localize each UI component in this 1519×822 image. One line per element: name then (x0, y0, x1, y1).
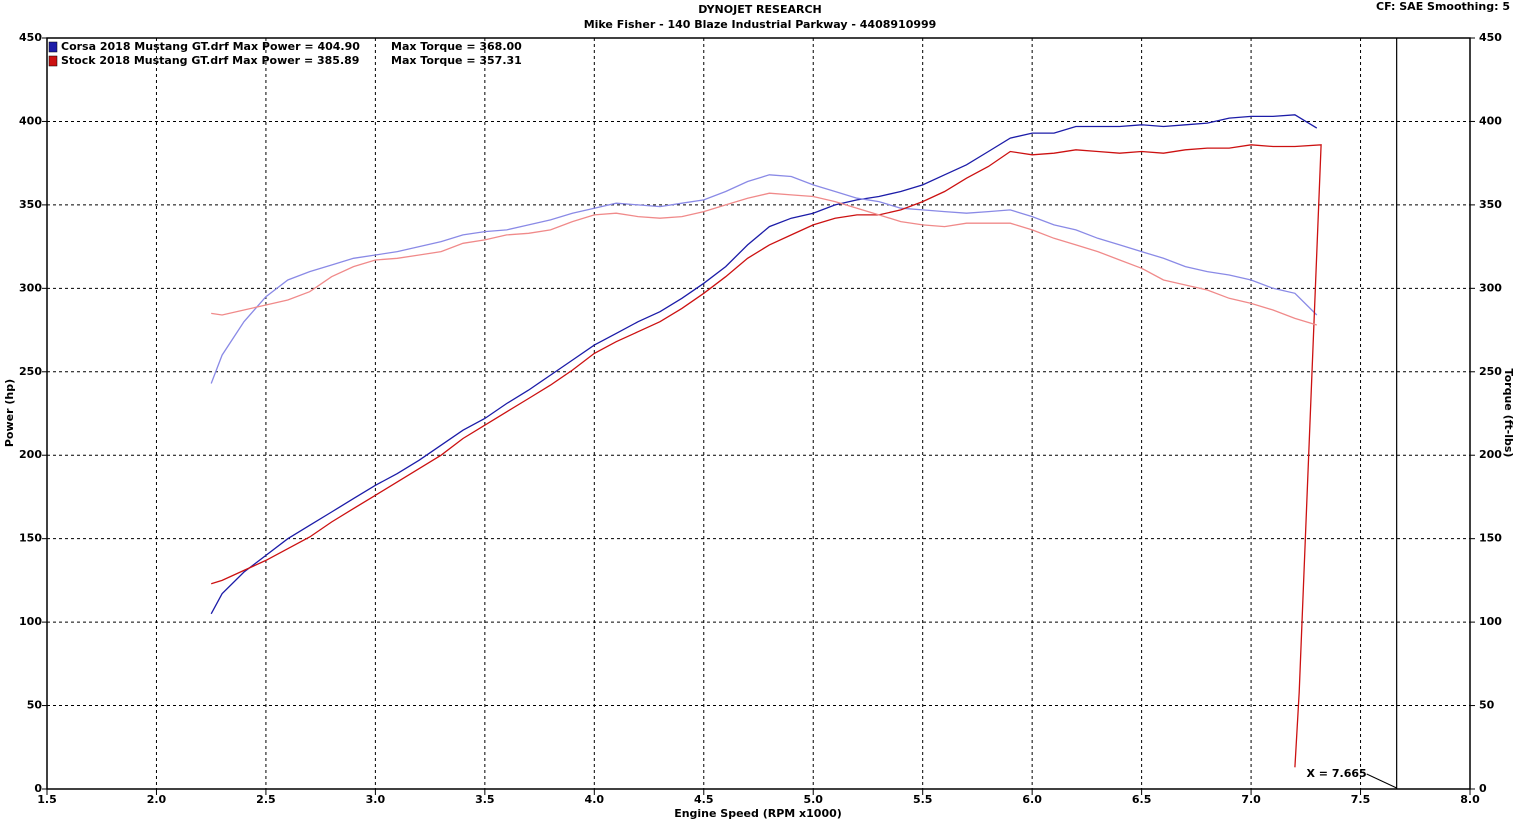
series-line (210, 174, 1318, 384)
x-tick-label: 6.0 (1022, 793, 1042, 806)
y-tick-label: 450 (19, 31, 42, 44)
y2-tick-label: 100 (1479, 615, 1502, 628)
y-axis-label: Power (hp) (3, 379, 16, 447)
y-tick-label: 50 (27, 699, 43, 712)
legend-label: Stock 2018 Mustang GT.drf Max Power = 38… (61, 54, 359, 67)
y-tick-label: 300 (19, 281, 42, 294)
x-tick-label: 3.0 (366, 793, 386, 806)
x-tick-label: 6.5 (1132, 793, 1152, 806)
x-tick-label: 7.0 (1241, 793, 1261, 806)
y2-tick-label: 250 (1479, 365, 1502, 378)
y-tick-label: 100 (19, 615, 42, 628)
y-tick-label: 200 (19, 448, 42, 461)
legend-label: Corsa 2018 Mustang GT.drf Max Power = 40… (61, 40, 360, 53)
y-tick-label: 350 (19, 198, 42, 211)
y2-tick-label: 200 (1479, 448, 1502, 461)
y-tick-label: 250 (19, 365, 42, 378)
x-tick-label: 5.0 (803, 793, 823, 806)
y2-tick-label: 300 (1479, 281, 1502, 294)
y-tick-label: 0 (34, 782, 42, 795)
y2-tick-label: 150 (1479, 532, 1502, 545)
cursor-pointer (1366, 773, 1397, 789)
x-tick-label: 7.5 (1351, 793, 1371, 806)
x-tick-label: 2.5 (256, 793, 276, 806)
y2-tick-label: 50 (1479, 699, 1495, 712)
legend-swatch (48, 41, 58, 53)
plot-frame (46, 37, 1471, 790)
x-tick-label: 2.0 (147, 793, 167, 806)
y2-tick-label: 0 (1479, 782, 1487, 795)
cursor-label: X = 7.665 (1307, 767, 1367, 780)
series-line (211, 192, 1317, 326)
x-tick-label: 3.5 (475, 793, 495, 806)
y2-tick-label: 400 (1479, 114, 1502, 127)
legend-torque: Max Torque = 357.31 (391, 54, 522, 67)
x-tick-label: 4.5 (694, 793, 714, 806)
y-tick-label: 150 (19, 532, 42, 545)
y2-tick-label: 450 (1479, 31, 1502, 44)
x-axis-label: Engine Speed (RPM x1000) (674, 807, 842, 820)
legend-swatch (48, 55, 58, 67)
x-tick-label: 4.0 (585, 793, 605, 806)
y-tick-label: 400 (19, 114, 42, 127)
legend-torque: Max Torque = 368.00 (391, 40, 522, 53)
corner-note: CF: SAE Smoothing: 5 (1376, 0, 1510, 13)
chart-subtitle: Mike Fisher - 140 Blaze Industrial Parkw… (584, 18, 937, 31)
y2-tick-label: 350 (1479, 198, 1502, 211)
series-line (210, 114, 1318, 615)
x-tick-label: 1.5 (37, 793, 57, 806)
y2-axis-label: Torque (ft-lbs) (1502, 369, 1515, 458)
x-tick-label: 8.0 (1460, 793, 1480, 806)
series-line (211, 144, 1322, 768)
x-tick-label: 5.5 (913, 793, 933, 806)
chart-title: DYNOJET RESEARCH (698, 3, 821, 16)
